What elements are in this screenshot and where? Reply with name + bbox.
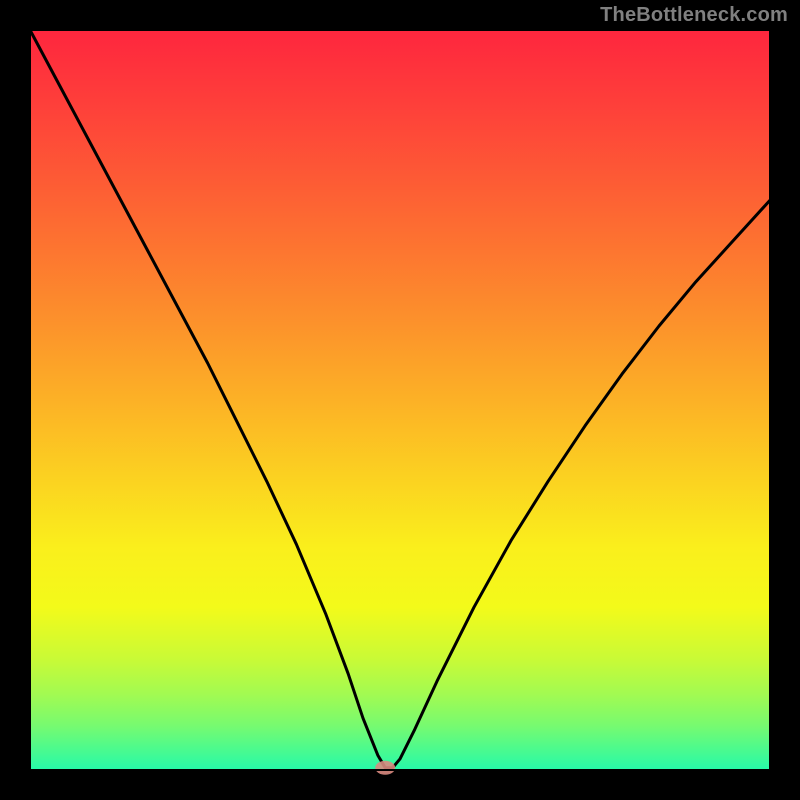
chart-svg (0, 0, 800, 800)
chart-container: TheBottleneck.com (0, 0, 800, 800)
optimum-marker (375, 761, 395, 775)
watermark-label: TheBottleneck.com (600, 4, 788, 27)
plot-background (30, 30, 770, 770)
